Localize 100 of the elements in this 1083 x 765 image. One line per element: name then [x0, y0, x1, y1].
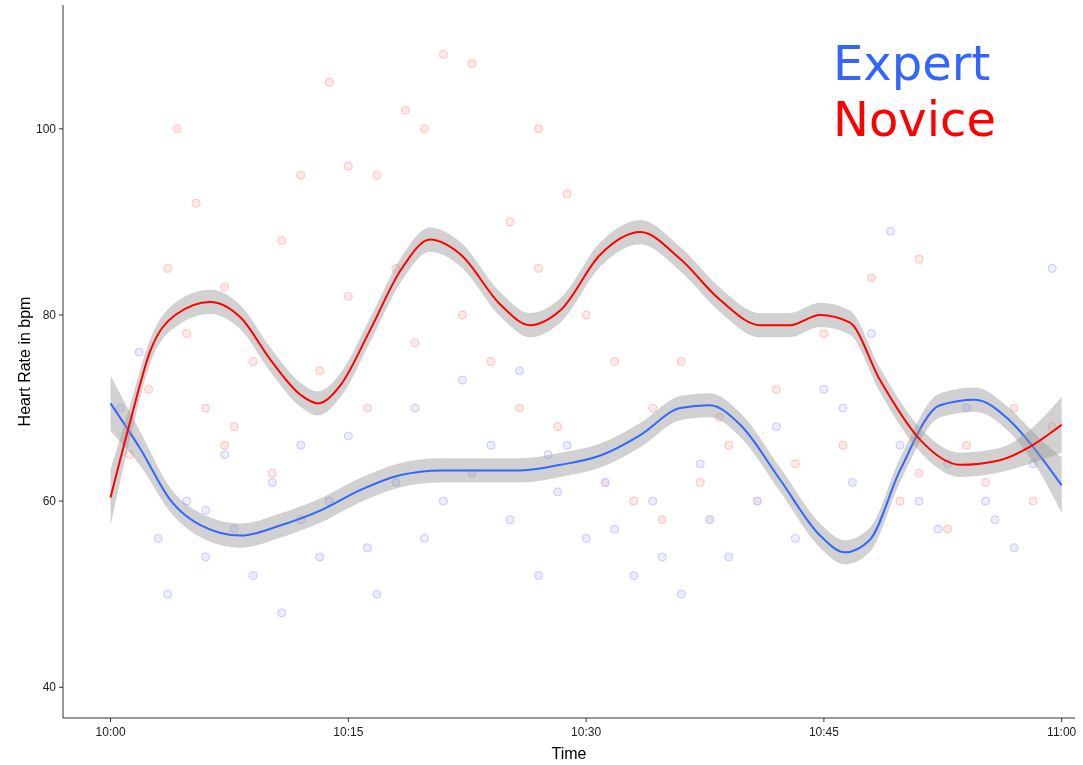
point — [534, 124, 544, 134]
point — [943, 524, 953, 534]
point — [866, 329, 876, 339]
point — [220, 440, 230, 450]
point — [838, 403, 848, 413]
point — [648, 496, 658, 506]
text: Expert — [833, 35, 991, 91]
point — [581, 310, 591, 320]
point — [315, 552, 325, 562]
x-tick-label: 10:30 — [571, 725, 602, 739]
point — [895, 440, 905, 450]
point — [629, 571, 639, 581]
point — [534, 571, 544, 581]
point — [981, 478, 991, 488]
point — [724, 440, 734, 450]
y-tick-label: 40 — [42, 680, 57, 695]
point — [505, 515, 515, 525]
point — [486, 440, 496, 450]
point — [343, 431, 353, 441]
point — [1028, 496, 1038, 506]
point — [201, 403, 211, 413]
point — [819, 384, 829, 394]
point — [990, 515, 1000, 525]
point — [220, 450, 230, 460]
x-tick-label: 10:15 — [333, 725, 364, 739]
point — [296, 440, 306, 450]
point — [362, 403, 372, 413]
point — [248, 357, 258, 366]
point — [267, 468, 277, 478]
point — [163, 589, 173, 599]
point — [562, 189, 572, 199]
point — [648, 403, 658, 413]
point — [771, 422, 781, 432]
y-axis-title: Heart Rate in bpm — [16, 296, 33, 427]
point — [163, 263, 173, 273]
y-tick-label: 80 — [42, 308, 57, 323]
point — [553, 487, 563, 497]
x-axis-title: Time — [551, 745, 587, 762]
x-tick-label: 10:45 — [808, 725, 840, 739]
point — [914, 254, 924, 264]
point — [657, 515, 667, 525]
point — [229, 422, 239, 432]
point — [581, 533, 591, 543]
y-tick-label: 100 — [35, 122, 57, 136]
point — [457, 375, 467, 385]
point — [933, 524, 943, 534]
x-tick-label: 10:00 — [95, 725, 126, 739]
point — [819, 329, 829, 339]
point — [981, 496, 991, 506]
point — [562, 440, 572, 450]
point — [144, 384, 154, 394]
point — [296, 170, 306, 180]
point — [676, 589, 686, 599]
point — [410, 338, 420, 348]
point — [220, 282, 230, 292]
point — [182, 329, 192, 339]
point — [790, 459, 800, 469]
point — [1009, 543, 1019, 553]
point — [343, 291, 353, 301]
point — [534, 263, 544, 273]
point — [610, 524, 620, 534]
point — [153, 533, 163, 543]
point — [267, 478, 277, 488]
point — [191, 198, 201, 208]
point — [515, 366, 525, 376]
point — [248, 571, 258, 581]
point — [343, 161, 353, 171]
point — [486, 357, 496, 366]
point — [847, 478, 857, 488]
point — [362, 543, 372, 553]
point — [914, 468, 924, 478]
point — [553, 422, 563, 432]
point — [885, 226, 895, 236]
point — [724, 552, 734, 562]
line-series — [109, 398, 1063, 554]
point — [1009, 403, 1019, 413]
text: Novice — [833, 91, 996, 147]
point — [438, 49, 448, 59]
point — [201, 505, 211, 515]
y-tick-label: 60 — [42, 494, 57, 509]
point — [515, 403, 525, 413]
point — [400, 105, 410, 115]
point — [838, 440, 848, 450]
point — [372, 589, 382, 599]
point — [467, 59, 477, 69]
point — [629, 496, 639, 506]
point — [438, 496, 448, 506]
point — [419, 533, 429, 543]
point — [134, 347, 144, 357]
point — [657, 552, 667, 562]
point — [610, 357, 620, 366]
point — [315, 366, 325, 376]
point — [457, 310, 467, 320]
point — [914, 496, 924, 506]
point — [419, 124, 429, 134]
point — [695, 459, 705, 469]
point — [324, 77, 334, 87]
point — [676, 357, 686, 366]
point — [277, 608, 287, 618]
point — [695, 478, 705, 488]
